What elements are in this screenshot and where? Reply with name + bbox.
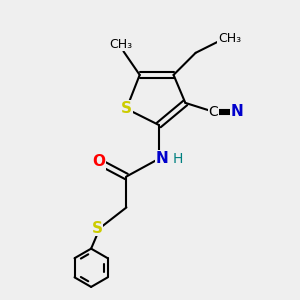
Text: H: H <box>173 152 183 166</box>
Text: CH₃: CH₃ <box>109 38 132 50</box>
Text: C: C <box>208 105 218 119</box>
Text: N: N <box>156 151 169 166</box>
Text: S: S <box>92 220 103 236</box>
Text: S: S <box>121 101 132 116</box>
Text: O: O <box>92 154 105 169</box>
Text: N: N <box>230 104 243 119</box>
Text: CH₃: CH₃ <box>218 32 241 45</box>
